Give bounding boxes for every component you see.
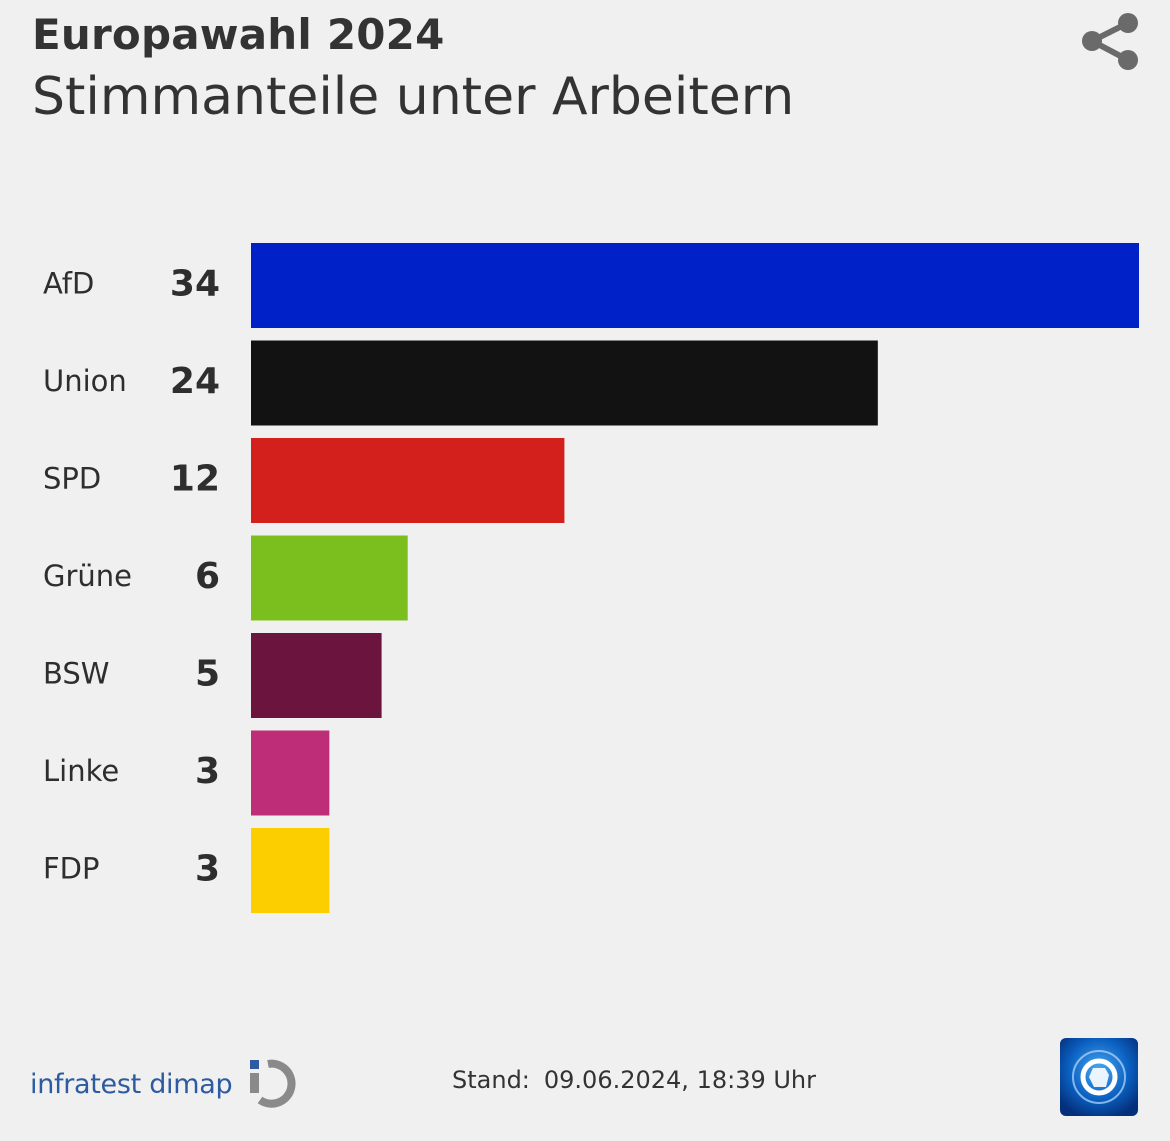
source-name: infratest dimap (30, 1068, 233, 1100)
chart-kicker: Europawahl 2024 (32, 10, 445, 59)
tagesschau-globe-logo-icon (1060, 1038, 1138, 1116)
category-label-grune: Grüne (43, 559, 132, 593)
category-label-bsw: BSW (43, 657, 109, 691)
share-icon[interactable] (1078, 10, 1144, 72)
stand-label: Stand: (452, 1066, 530, 1094)
bar-union (251, 340, 878, 426)
source-logo: infratest dimap (30, 1058, 298, 1110)
category-label-linke: Linke (43, 754, 119, 788)
data-label-union: 24 (170, 361, 220, 402)
data-label-fdp: 3 (195, 849, 220, 890)
data-label-afd: 34 (170, 264, 220, 305)
bar-linke (251, 730, 330, 816)
category-label-fdp: FDP (43, 852, 100, 886)
category-label-afd: AfD (43, 267, 94, 301)
header: Europawahl 2024 Stimmanteile unter Arbei… (32, 10, 794, 127)
stand-value: 09.06.2024, 18:39 Uhr (543, 1066, 816, 1094)
timestamp: Stand: 09.06.2024, 18:39 Uhr (452, 1066, 816, 1094)
bar-spd (251, 438, 565, 523)
data-label-grune: 6 (195, 556, 220, 597)
data-label-linke: 3 (195, 751, 220, 792)
bar-grune (251, 535, 408, 621)
category-label-union: Union (43, 364, 127, 398)
infratest-dimap-logo-icon (250, 1059, 296, 1108)
bar-afd (251, 243, 1139, 328)
chart-title: Stimmanteile unter Arbeitern (32, 67, 795, 127)
category-label-spd: SPD (43, 462, 101, 496)
bar-fdp (251, 828, 330, 913)
data-label-bsw: 5 (195, 654, 220, 695)
bar-bsw (251, 633, 382, 718)
data-label-spd: 12 (170, 459, 220, 500)
bar-chart: AfD 34 Union 24 SPD 12 Grüne 6 BSW 5 Linke 3 FDP 3 (43, 243, 1139, 913)
